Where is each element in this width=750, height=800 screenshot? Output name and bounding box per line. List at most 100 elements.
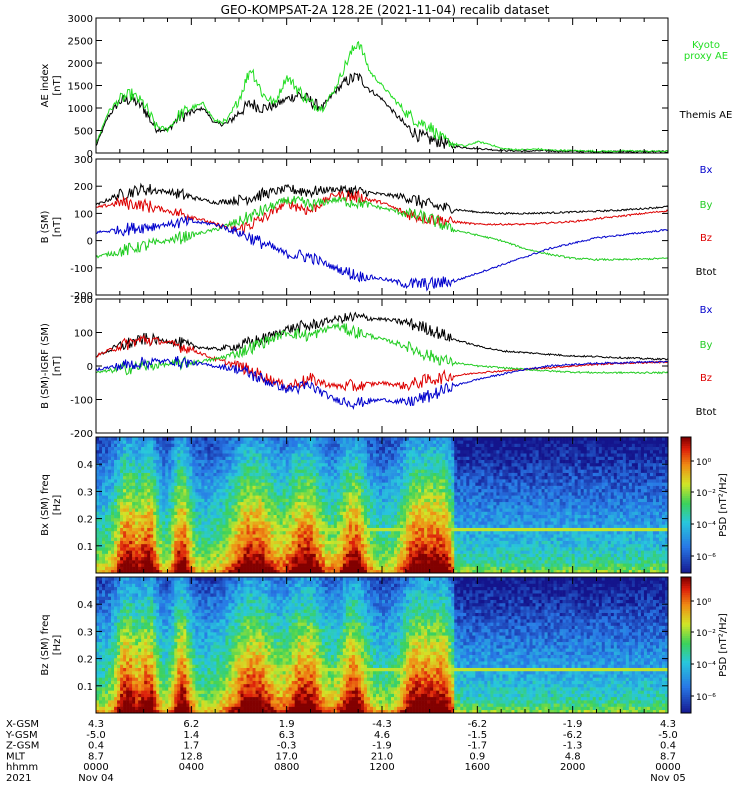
panel-4: 10⁰ 10⁻² 10⁻⁴ 10⁻⁶ PSD [nT²/Hz] 0.1 0.2 0.3 0.4 B… (40, 436, 729, 574)
axis-row-label: X-GSM (6, 719, 39, 730)
legend-entry: Btot (696, 407, 717, 418)
y-axis-label: Bx (SM) freq (40, 474, 51, 536)
axis-row-label: 2021 (6, 773, 31, 784)
series-line-kyoto-proxy-ae (96, 40, 668, 153)
axis-value: 6.2 (183, 719, 199, 730)
axis-value: 4.8 (565, 751, 581, 762)
y-axis-label: B (SM)-IGRF (SM) (40, 323, 51, 409)
legend-entry: Kyoto (692, 40, 720, 51)
axis-row-label: MLT (6, 751, 26, 762)
y-tick-label: 0 (87, 237, 93, 248)
series-line-bx (96, 216, 668, 292)
colorbar: 10⁰ 10⁻² 10⁻⁴ 10⁻⁶ PSD [nT²/Hz] (680, 436, 729, 574)
y-tick-label: -100 (70, 264, 93, 275)
series-line-bx (96, 356, 668, 411)
y-axis: -200 -100 0 100 200 (70, 295, 668, 440)
series-line-bz (96, 189, 668, 235)
axis-value: 1.7 (183, 741, 199, 752)
panel-5: 10⁰ 10⁻² 10⁻⁴ 10⁻⁶ PSD [nT²/Hz] 0.1 0.2 0.3 0.4 B… (40, 576, 729, 714)
axis-value: 8.7 (88, 751, 104, 762)
axis-value: 4.3 (88, 719, 104, 730)
colorbar-tick-label: 10⁻² (696, 489, 716, 499)
axis-value: 4.6 (374, 730, 390, 741)
y-tick-label: 0.2 (77, 655, 93, 666)
y-tick-label: 0 (87, 149, 93, 160)
axis-value: -4.3 (372, 719, 392, 730)
axis-value: Nov 05 (650, 773, 685, 784)
legend-entry: Themis AE (679, 110, 733, 121)
axis-value: 4.3 (660, 719, 676, 730)
axis-value: 6.3 (279, 730, 295, 741)
colorbar-tick-label: 10⁻⁴ (696, 661, 716, 671)
colorbar-tick-label: 10⁰ (696, 458, 711, 468)
axis-value: -1.9 (372, 741, 392, 752)
series-group (96, 40, 668, 153)
y-tick-label: -100 (70, 396, 93, 407)
axis-row-label: Z-GSM (6, 741, 39, 752)
legend-entry: proxy AE (684, 51, 728, 62)
series-line-btot (96, 182, 668, 215)
axis-value: -0.3 (277, 741, 297, 752)
axis-value: -6.2 (468, 719, 488, 730)
colorbar-tick-label: 10⁻² (696, 629, 716, 639)
spectrogram (96, 437, 669, 574)
axis-value: -6.2 (563, 730, 583, 741)
axis-value: -1.7 (468, 741, 488, 752)
figure-title: GEO-KOMPSAT-2A 128.2E (2021-11-04) recal… (221, 3, 550, 17)
axis-value: 0800 (274, 762, 299, 773)
y-tick-label: 2500 (68, 37, 93, 48)
axis-value: 1200 (369, 762, 394, 773)
axis-value: 0.4 (88, 741, 104, 752)
y-axis-unit: [nT] (52, 217, 63, 237)
y-tick-label: 0.2 (77, 515, 93, 526)
colorbar-label: PSD [nT²/Hz] (718, 613, 729, 677)
axis-value: -1.3 (563, 741, 583, 752)
x-axis-table: X-GSMY-GSMZ-GSMMLThhmm20214.3-5.00.48.70… (5, 719, 686, 784)
y-tick-label: 0.1 (77, 682, 93, 693)
axis-value: 1.9 (279, 719, 295, 730)
y-axis: 0.1 0.2 0.3 0.4 (77, 460, 668, 553)
panel-3: Bx By Bz Btot -200 -100 0 100 200 B (SM)-IGRF (SM… (40, 295, 716, 440)
y-tick-label: 500 (74, 127, 93, 138)
y-tick-label: 0.3 (77, 487, 93, 498)
y-axis: 0 500 1000 1500 2000 2500 3000 (68, 14, 668, 160)
legend-entry: Bx (700, 305, 713, 316)
legend-entry: Bx (700, 165, 713, 176)
y-axis: -200 -100 0 100 200 300 (70, 155, 668, 302)
y-tick-label: 100 (74, 209, 93, 220)
legend-entry: Bz (700, 373, 712, 384)
axis-value: 12.8 (180, 751, 202, 762)
y-axis-label: Bz (SM) freq (40, 614, 51, 675)
colorbar-tick-label: 10⁻⁴ (696, 521, 716, 531)
legend-entry: By (700, 340, 713, 351)
colorbar-tick-label: 10⁰ (696, 598, 711, 608)
axis-row-label: Y-GSM (5, 730, 38, 741)
y-tick-label: 0.4 (77, 460, 93, 471)
axis-value: 1600 (465, 762, 490, 773)
y-tick-label: 200 (74, 182, 93, 193)
series-line-bz (96, 334, 668, 392)
panel-frame (95, 17, 669, 154)
series-group (96, 311, 668, 411)
y-tick-label: 3000 (68, 14, 93, 25)
y-tick-label: -200 (70, 291, 93, 302)
y-tick-label: 300 (74, 155, 93, 166)
y-axis-unit: [nT] (52, 356, 63, 376)
axis-value: 8.7 (660, 751, 676, 762)
axis-value: 0000 (655, 762, 680, 773)
y-tick-label: -200 (70, 429, 93, 440)
legend-entry: Btot (696, 267, 717, 278)
y-axis-unit: [nT] (52, 75, 63, 95)
series-line-by (96, 322, 668, 376)
axis-row-label: hhmm (6, 762, 38, 773)
y-tick-label: 0.4 (77, 600, 93, 611)
y-axis-label: B (SM) (40, 210, 51, 243)
colorbar-label: PSD [nT²/Hz] (718, 473, 729, 537)
colorbar-tick-label: 10⁻⁶ (696, 693, 716, 703)
legend-entry: Bz (700, 233, 712, 244)
y-tick-label: 0 (87, 362, 93, 373)
axis-value: 1.4 (183, 730, 199, 741)
colorbar: 10⁰ 10⁻² 10⁻⁴ 10⁻⁶ PSD [nT²/Hz] (680, 576, 729, 714)
